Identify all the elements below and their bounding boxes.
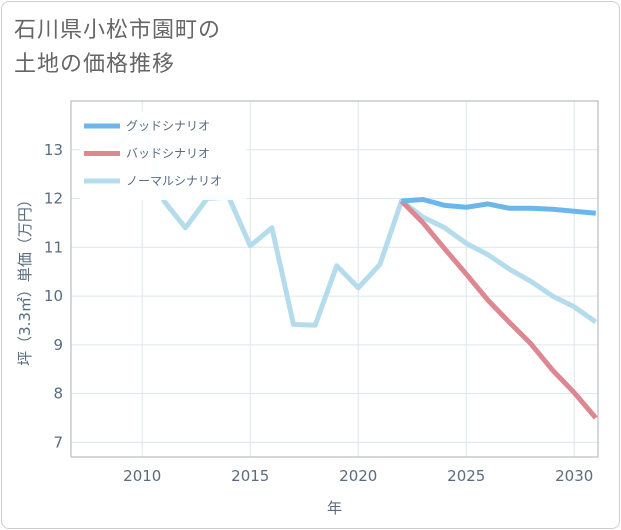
series-line-2 bbox=[98, 115, 598, 328]
grid-lines bbox=[71, 101, 598, 457]
plot-border bbox=[70, 100, 599, 458]
y-tick-label-13: 13 bbox=[44, 141, 63, 159]
title-line-2: 土地の価格推移 bbox=[14, 52, 176, 77]
title-line-1: 石川県小松市園町の bbox=[14, 18, 222, 43]
series-lines bbox=[98, 115, 598, 420]
x-axis-title: 年 bbox=[327, 499, 342, 517]
series-line-0 bbox=[401, 197, 597, 216]
x-tick-label-2015: 2015 bbox=[231, 467, 269, 485]
y-tick-label-7: 7 bbox=[53, 433, 63, 451]
page-title: 石川県小松市園町の 土地の価格推移 bbox=[14, 14, 221, 82]
legend-label-2: ノーマルシナリオ bbox=[126, 174, 222, 188]
x-tick-label-2025: 2025 bbox=[447, 467, 485, 485]
x-tick-label-2030: 2030 bbox=[555, 467, 593, 485]
y-tick-label-8: 8 bbox=[53, 385, 63, 403]
y-tick-label-9: 9 bbox=[53, 336, 63, 354]
series-line-1 bbox=[399, 199, 598, 420]
x-tick-label-2020: 2020 bbox=[339, 467, 377, 485]
y-tick-label-12: 12 bbox=[44, 190, 63, 208]
y-tick-label-11: 11 bbox=[44, 238, 63, 256]
legend-label-0: グッドシナリオ bbox=[126, 119, 210, 133]
x-tick-label-2010: 2010 bbox=[123, 467, 161, 485]
axes: 2010 2015 2020 2025 2030 7 8 9 10 11 12 13 年 坪（3.3㎡）単… bbox=[16, 100, 599, 517]
y-axis-title: 坪（3.3㎡）単価（万円） bbox=[16, 192, 34, 366]
y-tick-label-10: 10 bbox=[44, 287, 63, 305]
legend-label-1: バッドシナリオ bbox=[126, 147, 210, 161]
